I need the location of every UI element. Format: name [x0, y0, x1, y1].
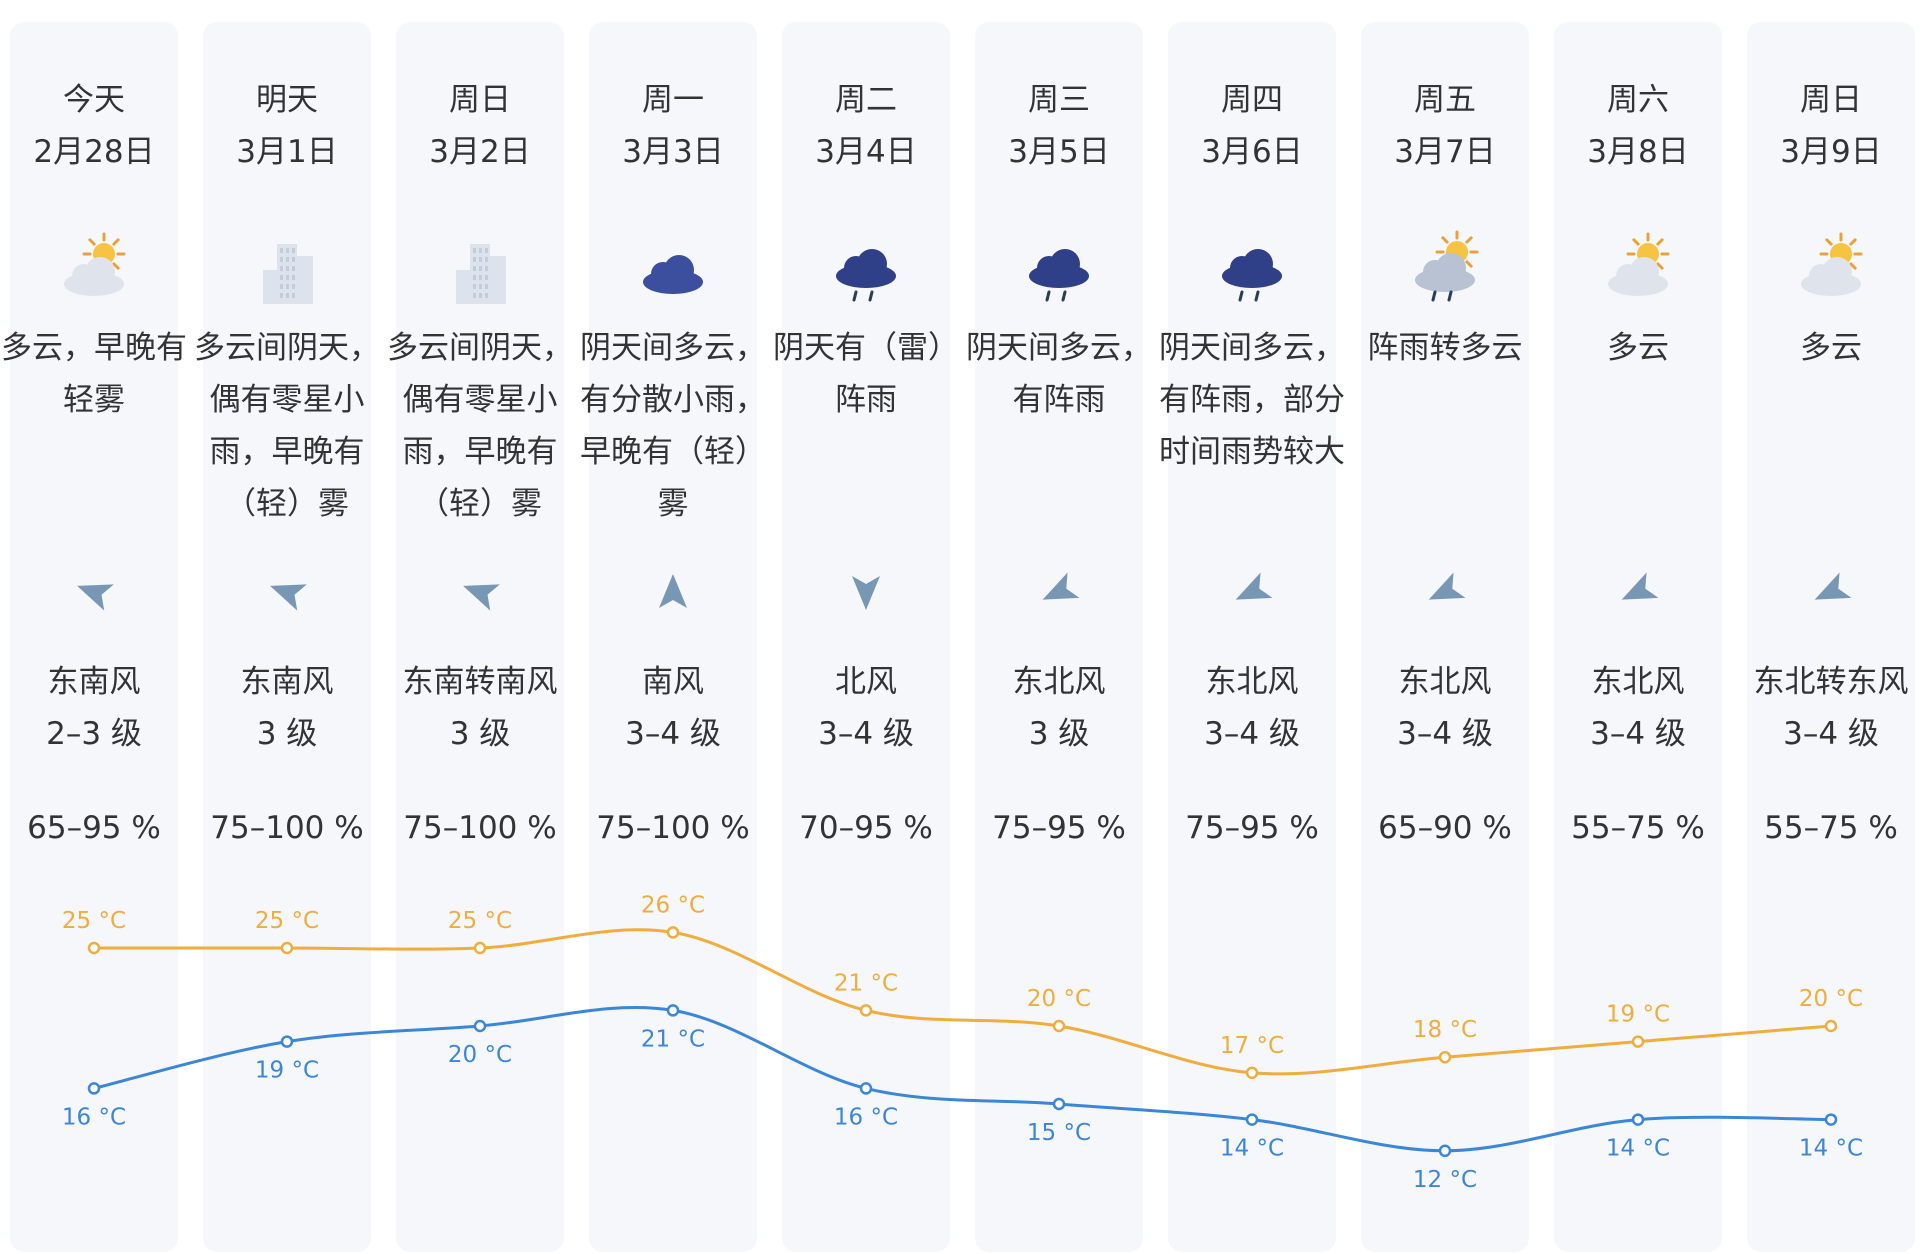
date-label: 2月28日	[33, 134, 155, 170]
arrow-southwest-icon	[1621, 572, 1659, 600]
humidity-range: 65–95 %	[27, 810, 161, 846]
weather-description: 多云间阴天，偶有零星小雨，早晚有（轻）雾	[194, 330, 380, 522]
wind-direction: 东南转南风	[402, 664, 558, 700]
humidity-range: 55–75 %	[1571, 810, 1705, 846]
rain-cloud-icon	[1222, 249, 1282, 302]
wind-level: 3–4 级	[818, 716, 914, 752]
partly-cloudy-icon	[1608, 232, 1670, 296]
day-label: 周四	[1221, 82, 1283, 118]
arrow-southwest-icon	[1235, 572, 1273, 600]
weather-description: 多云	[1800, 330, 1862, 366]
weather-description: 多云	[1607, 330, 1669, 366]
wind-level: 3–4 级	[1204, 716, 1300, 752]
wind-level: 3–4 级	[1590, 716, 1686, 752]
humidity-range: 75–100 %	[596, 810, 750, 846]
humidity-range: 70–95 %	[799, 810, 933, 846]
humidity-range: 75–95 %	[1185, 810, 1319, 846]
weather-description: 多云，早晚有轻雾	[1, 330, 187, 418]
weather-description: 阵雨转多云	[1367, 330, 1523, 366]
haze-buildings-icon	[263, 244, 313, 304]
date-label: 3月9日	[1780, 134, 1882, 170]
date-label: 3月7日	[1394, 134, 1496, 170]
day-column[interactable]: 周六 3月8日多云东北风 3–4 级 55–75 %	[1554, 22, 1722, 1252]
wind-direction: 东南风	[47, 664, 141, 700]
day-column[interactable]: 周三 3月5日阴天间多云，有阵雨东北风 3 级 75–95 %	[966, 22, 1152, 1252]
wind-level: 2–3 级	[46, 716, 142, 752]
date-label: 3月2日	[429, 134, 531, 170]
day-column[interactable]: 周日 3月9日多云东北转东风 3–4 级 55–75 %	[1747, 22, 1915, 1252]
wind-direction: 东北转东风	[1753, 664, 1909, 700]
haze-buildings-icon	[456, 244, 506, 304]
wind-level: 3 级	[256, 716, 318, 752]
humidity-range: 55–75 %	[1764, 810, 1898, 846]
wind-level: 3–4 级	[1783, 716, 1879, 752]
wind-level: 3–4 级	[1397, 716, 1493, 752]
arrow-southwest-icon	[1814, 572, 1852, 600]
arrow-northwest-icon	[463, 584, 500, 611]
wind-direction: 南风	[642, 664, 704, 700]
day-column[interactable]: 明天 3月1日多云间阴天，偶有零星小雨，早晚有（轻）雾东南风 3 级 75–100 %	[194, 22, 380, 1252]
arrow-north-icon	[659, 574, 687, 608]
rain-cloud-icon	[836, 249, 896, 302]
day-column[interactable]: 周一 3月3日阴天间多云，有分散小雨，早晚有（轻）雾南风 3–4 级 75–100 %	[580, 22, 766, 1252]
day-column[interactable]: 周四 3月6日阴天间多云，有阵雨，部分时间雨势较大东北风 3–4 级 75–95 %	[1159, 22, 1345, 1252]
wind-direction: 东南风	[240, 664, 334, 700]
humidity-range: 75–95 %	[992, 810, 1126, 846]
partly-cloudy-icon	[1801, 232, 1863, 296]
date-label: 3月5日	[1008, 134, 1110, 170]
wind-direction: 东北风	[1012, 664, 1106, 700]
day-column[interactable]: 周五 3月7日阵雨转多云东北风 3–4 级 65–90 %	[1361, 22, 1529, 1252]
humidity-range: 65–90 %	[1378, 810, 1512, 846]
shower-sun-icon	[1415, 230, 1479, 302]
date-label: 3月1日	[236, 134, 338, 170]
wind-direction: 东北风	[1591, 664, 1685, 700]
rain-cloud-icon	[1029, 249, 1089, 302]
date-label: 3月8日	[1587, 134, 1689, 170]
wind-level: 3–4 级	[625, 716, 721, 752]
wind-level: 3 级	[449, 716, 511, 752]
date-label: 3月6日	[1201, 134, 1303, 170]
wind-level: 3 级	[1028, 716, 1090, 752]
arrow-southwest-icon	[1428, 572, 1466, 600]
day-label: 周日	[1800, 82, 1862, 118]
weather-description: 多云间阴天，偶有零星小雨，早晚有（轻）雾	[387, 330, 573, 522]
arrow-northwest-icon	[270, 584, 307, 611]
day-label: 周六	[1607, 82, 1669, 118]
weather-description: 阴天间多云，有阵雨	[966, 330, 1152, 418]
humidity-range: 75–100 %	[210, 810, 364, 846]
day-label: 明天	[256, 82, 318, 118]
day-label: 周三	[1028, 82, 1090, 118]
weather-description: 阴天有（雷）阵雨	[773, 330, 959, 418]
arrow-northwest-icon	[77, 584, 114, 611]
arrow-south-icon	[852, 576, 880, 610]
wind-direction: 东北风	[1205, 664, 1299, 700]
day-label: 今天	[63, 82, 125, 118]
date-label: 3月3日	[622, 134, 724, 170]
day-label: 周一	[642, 82, 704, 118]
day-column[interactable]: 周二 3月4日阴天有（雷）阵雨北风 3–4 级 70–95 %	[773, 22, 959, 1252]
partly-cloudy-icon	[64, 232, 126, 296]
weather-description: 阴天间多云，有阵雨，部分时间雨势较大	[1159, 330, 1345, 470]
date-label: 3月4日	[815, 134, 917, 170]
overcast-icon	[643, 255, 703, 294]
day-label: 周日	[449, 82, 511, 118]
wind-direction: 北风	[835, 664, 897, 700]
day-label: 周五	[1414, 82, 1476, 118]
arrow-southwest-icon	[1042, 572, 1080, 600]
day-column[interactable]: 周日 3月2日多云间阴天，偶有零星小雨，早晚有（轻）雾东南转南风 3 级 75–100…	[387, 22, 573, 1252]
humidity-range: 75–100 %	[403, 810, 557, 846]
day-label: 周二	[835, 82, 897, 118]
weather-description: 阴天间多云，有分散小雨，早晚有（轻）雾	[580, 330, 766, 522]
day-column[interactable]: 今天 2月28日多云，早晚有轻雾东南风 2–3 级 65–95 %	[1, 22, 187, 1252]
wind-direction: 东北风	[1398, 664, 1492, 700]
